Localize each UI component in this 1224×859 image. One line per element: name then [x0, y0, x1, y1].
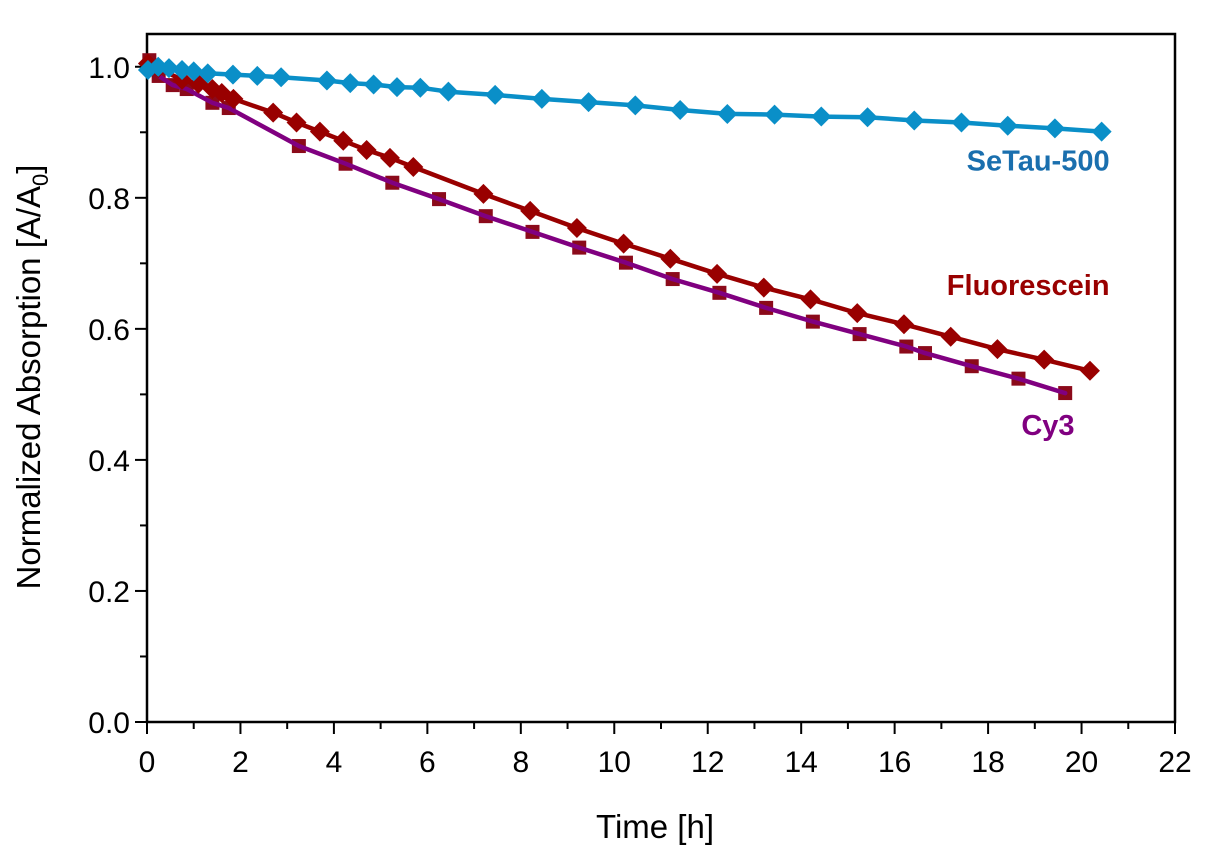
x-tick-label: 14	[784, 746, 817, 779]
y-axis-title-main: Normalized Absorption [A/A	[10, 186, 47, 590]
x-tick-label: 20	[1065, 746, 1098, 779]
setau-500-point	[158, 58, 179, 79]
series-labels: Cy3 Fluorescein SeTau-500	[947, 145, 1110, 442]
setau-500-point	[904, 110, 925, 131]
fluorescein-point	[893, 314, 914, 335]
y-tick-label: 0.0	[88, 707, 130, 740]
setau-500-point	[316, 70, 337, 91]
setau-500-point	[438, 81, 459, 102]
series-label-cy3: Cy3	[1021, 410, 1074, 442]
series-setau-500	[137, 56, 1112, 142]
x-tick-label: 18	[971, 746, 1004, 779]
setau-500-point	[625, 95, 646, 116]
fluorescein-point	[800, 289, 821, 310]
x-tick-label: 6	[419, 746, 436, 779]
setau-500-point	[197, 63, 218, 84]
fluorescein-point	[753, 277, 774, 298]
setau-500-point	[951, 112, 972, 133]
fluorescein-point	[520, 200, 541, 221]
fluorescein-point	[223, 88, 244, 109]
fluorescein-point	[707, 263, 728, 284]
fluorescein-point	[333, 130, 354, 151]
setau-500-point	[386, 77, 407, 98]
cy3-line	[147, 57, 1068, 396]
setau-500-point	[857, 107, 878, 128]
fluorescein-point	[613, 233, 634, 254]
fluorescein-point	[660, 248, 681, 269]
setau-500-point	[183, 61, 204, 82]
y-tick-label: 0.4	[88, 445, 130, 478]
series-label-fluorescein: Fluorescein	[947, 270, 1110, 302]
series-layer	[137, 53, 1112, 401]
x-tick-label: 22	[1158, 746, 1191, 779]
setau-500-point	[717, 103, 738, 124]
setau-500-point	[410, 77, 431, 98]
y-axis-title-subscript: 0	[28, 174, 53, 186]
setau-500-point	[247, 65, 268, 86]
y-axis-title: Normalized Absorption [A/A0]	[10, 165, 53, 590]
fluorescein-point	[1079, 360, 1100, 381]
x-tick-label: 0	[139, 746, 156, 779]
fluorescein-line	[145, 61, 1093, 374]
x-tick-label: 10	[598, 746, 631, 779]
y-tick-label: 1.0	[88, 52, 130, 85]
x-axis-title: Time [h]	[596, 808, 714, 845]
setau-500-point	[172, 60, 193, 81]
y-axis-ticks: 0.0 0.2 0.4 0.6 0.8 1.0	[88, 52, 147, 740]
x-axis-ticks: 0 2 4 6 8 10 12 14 16 18 20 22	[139, 722, 1192, 779]
fluorescein-point	[847, 303, 868, 324]
fluorescein-point	[987, 339, 1008, 360]
fluorescein-point	[940, 326, 961, 347]
x-tick-label: 8	[512, 746, 529, 779]
setau-500-point	[222, 64, 243, 85]
y-tick-label: 0.6	[88, 314, 130, 347]
series-label-setau-500: SeTau-500	[967, 145, 1110, 177]
x-tick-label: 2	[232, 746, 249, 779]
y-tick-label: 0.2	[88, 576, 130, 609]
x-tick-label: 12	[691, 746, 724, 779]
setau-500-point	[670, 100, 691, 121]
setau-500-point	[531, 88, 552, 109]
fluorescein-point	[356, 139, 377, 160]
fluorescein-point	[286, 112, 307, 133]
fluorescein-point	[1034, 349, 1055, 370]
setau-500-point	[578, 92, 599, 113]
fluorescein-point	[403, 157, 424, 178]
fluorescein-point	[263, 102, 284, 123]
y-axis-title-end: ]	[10, 165, 47, 174]
fluorescein-point	[473, 183, 494, 204]
setau-500-point	[764, 104, 785, 125]
fluorescein-point	[309, 121, 330, 142]
y-tick-label: 0.8	[88, 183, 130, 216]
setau-500-point	[485, 84, 506, 105]
x-tick-label: 16	[878, 746, 911, 779]
fluorescein-point	[379, 147, 400, 168]
setau-500-point	[271, 67, 292, 88]
setau-500-point	[363, 74, 384, 95]
fluorescein-point	[566, 217, 587, 238]
setau-500-point	[1091, 121, 1112, 142]
setau-500-point	[811, 106, 832, 127]
setau-500-point	[340, 73, 361, 94]
x-tick-label: 4	[326, 746, 343, 779]
setau-500-point	[1044, 118, 1065, 139]
series-fluorescein	[137, 53, 1100, 381]
setau-500-point	[997, 115, 1018, 136]
